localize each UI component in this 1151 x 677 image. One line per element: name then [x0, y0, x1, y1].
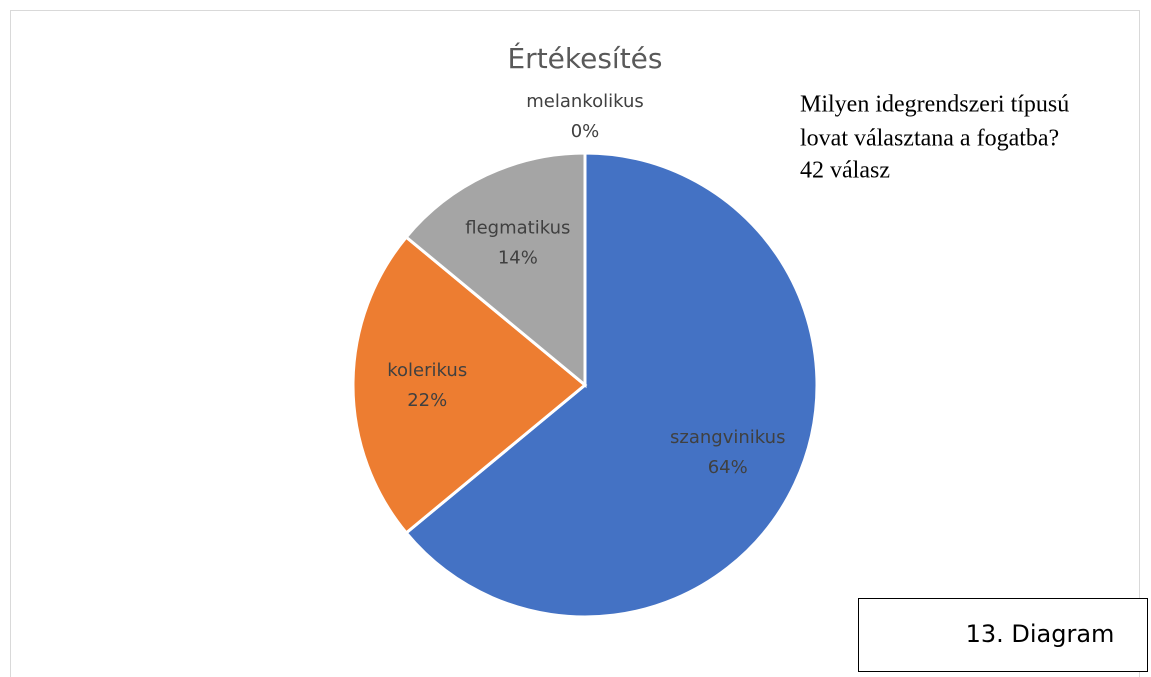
slice-value-label: 0% — [571, 121, 600, 142]
annotation: Milyen idegrendszeri típusú — [800, 92, 1069, 118]
pie-slice — [404, 151, 587, 389]
caption: 13. Diagram — [966, 620, 1115, 648]
caption-box — [858, 598, 1148, 672]
slice-label: flegmatikus — [465, 217, 570, 238]
chart-title: Értékesítés — [507, 41, 662, 75]
slice-value-label: 64% — [708, 457, 748, 478]
pie-slice — [351, 235, 588, 535]
annotation: 42 válasz — [800, 158, 890, 184]
chart-frame — [10, 10, 1140, 677]
slice-value-label: 22% — [407, 390, 447, 411]
slice-label: melankolikus — [526, 91, 644, 112]
slice-label: szangvinikus — [670, 427, 785, 448]
slice-label: kolerikus — [387, 360, 467, 381]
slice-value-label: 14% — [498, 247, 538, 268]
pie-slice — [404, 151, 819, 619]
annotation: lovat választana a fogatba? — [800, 126, 1059, 152]
